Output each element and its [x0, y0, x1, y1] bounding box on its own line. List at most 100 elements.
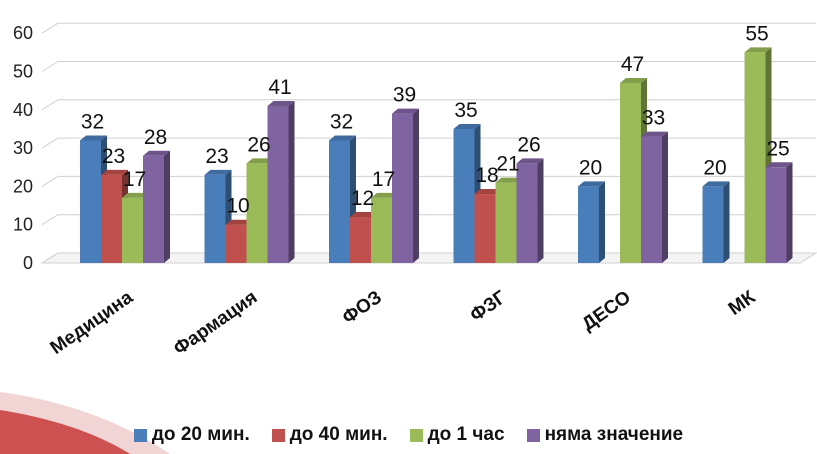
bar-side [413, 108, 419, 263]
data-label-5-1: 20 [579, 156, 602, 179]
gridline-diag-60 [41, 22, 59, 34]
bar-front [620, 82, 641, 264]
y-axis: 0 10 20 30 40 50 60 [13, 23, 33, 273]
bar-top [578, 181, 605, 187]
bar-2-4 [267, 100, 295, 263]
bar-front [474, 194, 496, 263]
bar-top [453, 123, 481, 129]
y-tick-label-20: 20 [13, 176, 33, 196]
bar-top [101, 169, 128, 175]
legend-swatch-series-3 [409, 428, 423, 442]
y-tick-label-60: 60 [13, 23, 33, 43]
bar-side [164, 150, 170, 263]
legend: до 20 мин. до 40 мин. до 1 час няма знач… [0, 424, 817, 446]
bar-top [350, 212, 377, 218]
y-tick-label-30: 30 [13, 138, 33, 158]
data-label-2-3: 26 [247, 133, 270, 156]
bar-front [765, 167, 787, 263]
legend-label-series-1: до 20 мин. [151, 424, 250, 445]
bar-top [744, 47, 772, 53]
bar-3-4 [392, 108, 419, 263]
data-label-4-2: 18 [475, 164, 498, 187]
bar-front [246, 163, 268, 263]
data-label-2-1: 23 [205, 145, 228, 168]
bar-top [620, 77, 647, 83]
legend-label-series-2: до 40 мин. [289, 424, 388, 445]
legend-label-series-3: до 1 час [427, 424, 505, 445]
bar-front [578, 186, 599, 263]
bar-front [744, 52, 766, 263]
bar-front [641, 136, 662, 263]
bar-top [143, 150, 170, 156]
data-labels: 32 23 32 35 20 20 23 10 12 18 17 26 17 21 47 55 28 41 39 26… [81, 22, 790, 217]
category-labels: Медицина Фармация ФОЗ ФЗГ ДЕСО МК [47, 287, 760, 360]
bar-side [537, 158, 544, 263]
legend-item-series-1: до 20 мин. [133, 424, 250, 446]
data-label-3-1: 32 [330, 110, 353, 133]
bar-side [599, 181, 605, 263]
data-label-2-2: 10 [226, 195, 249, 218]
data-label-1-2: 23 [102, 145, 125, 168]
bar-4-4 [516, 158, 544, 263]
bar-top [392, 108, 419, 114]
bar-front [122, 197, 143, 263]
legend-item-series-3: до 1 час [409, 424, 505, 446]
data-label-6-3: 55 [745, 22, 768, 45]
bar-front [371, 197, 392, 263]
bar-top [246, 158, 274, 164]
data-label-4-4: 26 [517, 133, 540, 156]
y-tick-label-50: 50 [13, 62, 33, 82]
bar-6-4 [765, 162, 793, 263]
bar-5-4 [641, 131, 668, 263]
gridline-diag-10 [41, 214, 59, 226]
y-tick-label-0: 0 [23, 253, 33, 273]
data-label-1-1: 32 [81, 110, 104, 133]
bar-6-1 [702, 181, 730, 263]
bar-top [371, 192, 398, 198]
bar-side [723, 181, 730, 263]
category-label-6: МК [725, 287, 760, 320]
bar-top [495, 177, 523, 183]
bar-top [329, 135, 356, 141]
data-label-5-3: 47 [621, 53, 644, 76]
bar-front [453, 128, 475, 263]
bar-front [80, 140, 101, 263]
bar-top [765, 162, 793, 168]
category-label-5: ДЕСО [578, 287, 634, 335]
legend-swatch-series-4 [526, 428, 540, 442]
bar-side [288, 100, 295, 263]
bar-side [786, 162, 793, 263]
legend-item-series-2: до 40 мин. [271, 424, 388, 446]
bar-front [267, 105, 289, 263]
bar-top [267, 100, 295, 106]
gridline-diag-30 [41, 137, 59, 149]
bar-front [101, 174, 122, 263]
y-tick-label-40: 40 [13, 100, 33, 120]
bar-top [225, 219, 253, 225]
category-label-4: ФЗГ [466, 287, 510, 327]
data-label-2-4: 41 [268, 76, 291, 99]
bar-top [702, 181, 730, 187]
bar-front [702, 186, 724, 263]
bar-top [122, 192, 149, 198]
bars [80, 47, 793, 264]
bar-front [329, 140, 350, 263]
legend-item-series-4: няма значение [526, 424, 684, 446]
y-tick-label-10: 10 [13, 215, 33, 235]
bar-side [662, 131, 668, 263]
category-label-2: Фармация [170, 287, 261, 360]
bar-front [516, 163, 538, 263]
legend-swatch-series-1 [133, 428, 147, 442]
data-label-6-1: 20 [703, 156, 726, 179]
data-label-6-4: 25 [766, 137, 789, 160]
legend-swatch-series-2 [271, 428, 285, 442]
bar-top [516, 158, 544, 164]
bar-front [392, 113, 413, 263]
bar-front [143, 155, 164, 263]
gridline-diag-20 [41, 175, 59, 187]
legend-label-series-4: няма значение [544, 424, 684, 445]
bar-front [225, 224, 247, 263]
bar-top [641, 131, 668, 137]
